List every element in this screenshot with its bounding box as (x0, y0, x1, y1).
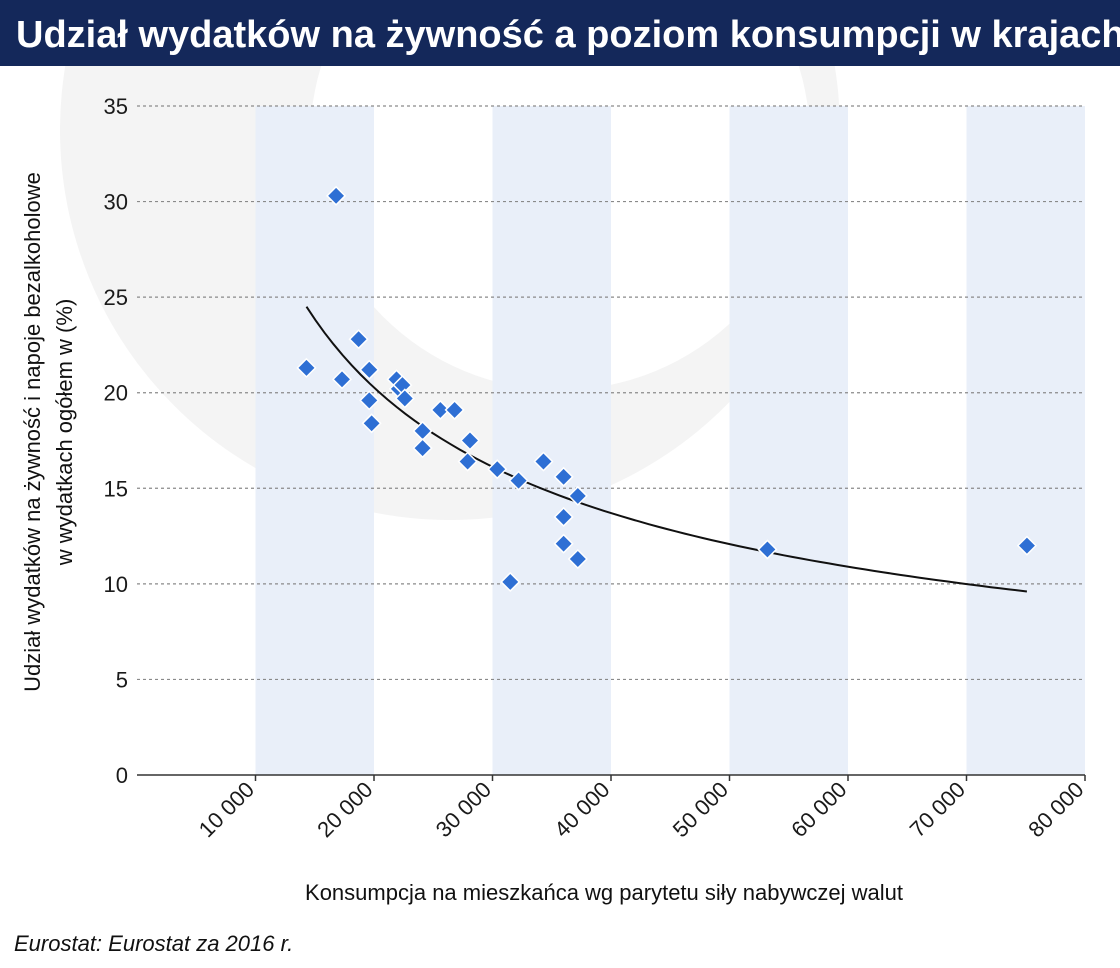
x-tick-label: 30 000 (431, 777, 496, 842)
data-point (553, 466, 574, 487)
data-point (359, 359, 380, 380)
x-tick-label: 50 000 (668, 777, 733, 842)
y-tick-label: 5 (116, 667, 128, 692)
data-point (533, 451, 554, 472)
y-tick-label: 20 (104, 381, 128, 406)
shaded-band (966, 106, 1085, 775)
data-point (326, 185, 347, 206)
x-tick-labels: 10 000 20 000 30 000 40 000 50 000 60 000 70 0… (194, 777, 1089, 842)
x-axis-label: Konsumpcja na mieszkańca wg parytetu sił… (305, 880, 903, 905)
data-point (457, 451, 478, 472)
data-point (567, 485, 588, 506)
shaded-band (492, 106, 611, 775)
data-point (331, 369, 353, 390)
data-point (567, 548, 588, 570)
data-point (359, 390, 380, 411)
gridlines (137, 105, 1085, 681)
data-point (757, 539, 778, 560)
y-tick-label: 0 (116, 763, 128, 788)
data-points (296, 185, 1037, 593)
shaded-bands (255, 106, 1085, 775)
source-note: Eurostat: Eurostat za 2016 r. (14, 931, 293, 956)
axes (137, 774, 1086, 781)
data-point (430, 399, 451, 420)
y-tick-label: 30 (104, 190, 128, 215)
shaded-band (729, 106, 848, 775)
x-tick-label: 60 000 (786, 777, 851, 842)
y-tick-label: 10 (104, 572, 128, 597)
x-tick-label: 20 000 (312, 777, 377, 842)
x-tick-label: 70 000 (905, 777, 970, 842)
shaded-band (255, 106, 374, 775)
x-tick-label: 40 000 (549, 777, 614, 842)
data-point (348, 329, 369, 350)
data-point (394, 388, 415, 409)
x-tick-label: 80 000 (1023, 777, 1088, 842)
data-point (500, 571, 521, 593)
data-point (361, 413, 382, 434)
y-tick-label: 15 (104, 476, 128, 501)
y-axis-label-line1: Udział wydatków na żywność i napoje beza… (20, 172, 45, 692)
data-point (459, 430, 481, 451)
data-point (412, 438, 433, 459)
data-point (553, 533, 574, 554)
x-tick-label: 10 000 (194, 777, 259, 842)
data-point (508, 470, 529, 491)
watermark-logo (60, 0, 840, 520)
data-point (444, 399, 465, 420)
data-point (1016, 535, 1037, 556)
data-point (296, 357, 317, 378)
chart-title: Udział wydatków na żywność a poziom kons… (16, 14, 1120, 56)
data-point (553, 506, 574, 528)
data-point (487, 459, 508, 480)
y-tick-labels: 0 5 10 15 20 25 30 35 (104, 94, 128, 788)
y-tick-label: 25 (104, 285, 128, 310)
y-axis-label-line2: w wydatkach ogółem w (%) (52, 299, 77, 567)
y-tick-label: 35 (104, 94, 128, 119)
header-bar (0, 0, 1120, 66)
